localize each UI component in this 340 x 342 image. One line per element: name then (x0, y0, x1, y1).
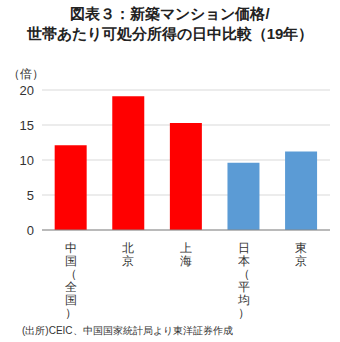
svg-text:中国（全国）: 中国（全国） (65, 241, 77, 320)
html-text:図表３：新築マンション価格/: 図表３：新築マンション価格/ (70, 5, 270, 22)
svg-text:日本（平均）: 日本（平均） (237, 241, 250, 320)
html-text:世帯あたり可処分所得の日中比較（19年）: 世帯あたり可処分所得の日中比較（19年） (26, 25, 314, 42)
svg-text:20: 20 (20, 83, 34, 98)
svg-text:10: 10 (20, 153, 34, 168)
svg-text:0: 0 (27, 223, 34, 238)
svg-text:5: 5 (27, 188, 34, 203)
svg-text:上海: 上海 (180, 241, 192, 268)
svg-text:北京: 北京 (122, 241, 134, 268)
svg-text:東京: 東京 (295, 241, 307, 268)
svg-text:15: 15 (20, 118, 34, 133)
html-text:（倍）: （倍） (8, 67, 44, 81)
html-text:(出所)CEIC、中国国家統計局より東洋証券作成: (出所)CEIC、中国国家統計局より東洋証券作成 (22, 325, 233, 336)
